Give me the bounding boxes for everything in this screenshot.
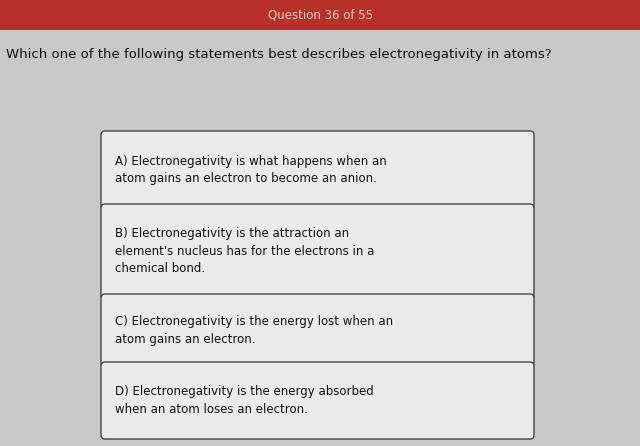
Text: Question 36 of 55: Question 36 of 55	[268, 8, 372, 21]
FancyBboxPatch shape	[101, 131, 534, 209]
Text: B) Electronegativity is the attraction an
element's nucleus has for the electron: B) Electronegativity is the attraction a…	[115, 227, 374, 276]
Text: Which one of the following statements best describes electronegativity in atoms?: Which one of the following statements be…	[6, 48, 552, 61]
FancyBboxPatch shape	[101, 362, 534, 439]
Bar	[0, 0, 640, 30]
Text: C) Electronegativity is the energy lost when an
atom gains an electron.: C) Electronegativity is the energy lost …	[115, 315, 393, 346]
FancyBboxPatch shape	[101, 294, 534, 367]
Text: D) Electronegativity is the energy absorbed
when an atom loses an electron.: D) Electronegativity is the energy absor…	[115, 385, 374, 416]
Text: A) Electronegativity is what happens when an
atom gains an electron to become an: A) Electronegativity is what happens whe…	[115, 155, 387, 185]
FancyBboxPatch shape	[101, 204, 534, 299]
